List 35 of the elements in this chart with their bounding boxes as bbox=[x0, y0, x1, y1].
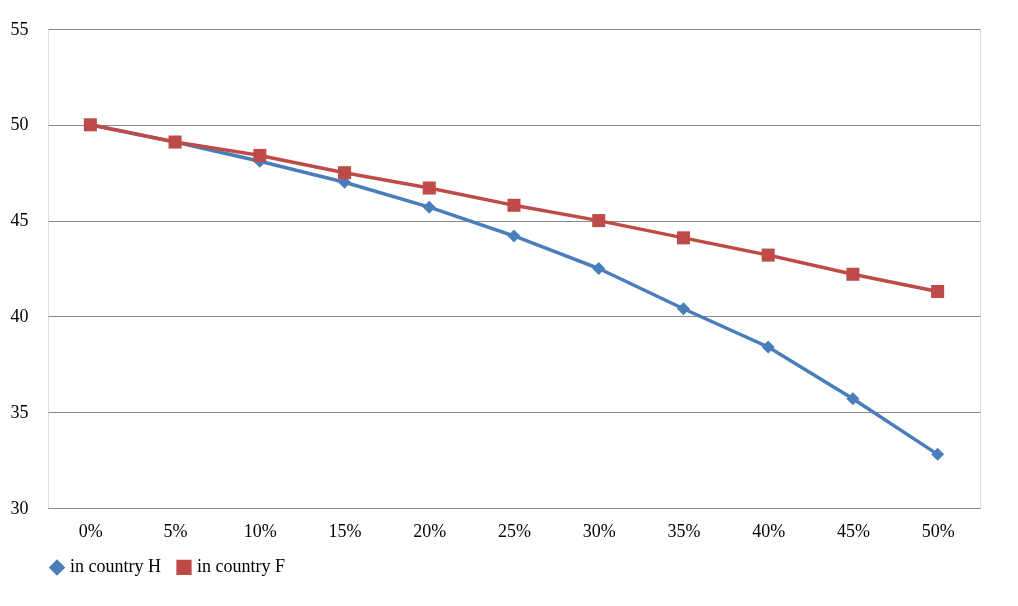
point bbox=[253, 148, 267, 162]
point bbox=[846, 392, 860, 406]
x-tick-label: 20% bbox=[413, 520, 447, 541]
y-tick-label: 55 bbox=[10, 18, 29, 39]
point bbox=[676, 231, 690, 245]
x-tick-label: 30% bbox=[582, 520, 616, 541]
point bbox=[931, 284, 945, 299]
x-tick-label: 35% bbox=[667, 520, 701, 541]
legend-label: in country F bbox=[197, 556, 285, 577]
point bbox=[761, 340, 775, 354]
point bbox=[507, 229, 521, 243]
x-tick-label: 25% bbox=[498, 520, 531, 541]
point bbox=[338, 166, 352, 180]
legend-label: in country H bbox=[70, 556, 161, 577]
point bbox=[422, 200, 436, 214]
y-tick-label: 30 bbox=[10, 497, 29, 518]
y-tick-label: 45 bbox=[10, 210, 29, 231]
x-tick-label: 10% bbox=[243, 520, 277, 541]
x-tick-label: 45% bbox=[836, 520, 870, 541]
y-tick-label: 50 bbox=[10, 114, 29, 135]
x-tick-label: 15% bbox=[328, 520, 362, 541]
point bbox=[422, 181, 436, 195]
point bbox=[846, 267, 860, 281]
x-tick-label: 0% bbox=[78, 520, 103, 541]
point bbox=[507, 198, 521, 212]
point bbox=[592, 261, 606, 276]
x-tick-label: 50% bbox=[921, 520, 955, 541]
point bbox=[676, 302, 690, 316]
point bbox=[592, 214, 606, 228]
y-tick-label: 35 bbox=[10, 401, 29, 422]
point bbox=[761, 248, 775, 262]
x-tick-label: 5% bbox=[163, 520, 188, 541]
x-tick-label: 40% bbox=[752, 520, 786, 541]
point bbox=[931, 447, 945, 461]
y-tick-label: 40 bbox=[10, 305, 29, 326]
